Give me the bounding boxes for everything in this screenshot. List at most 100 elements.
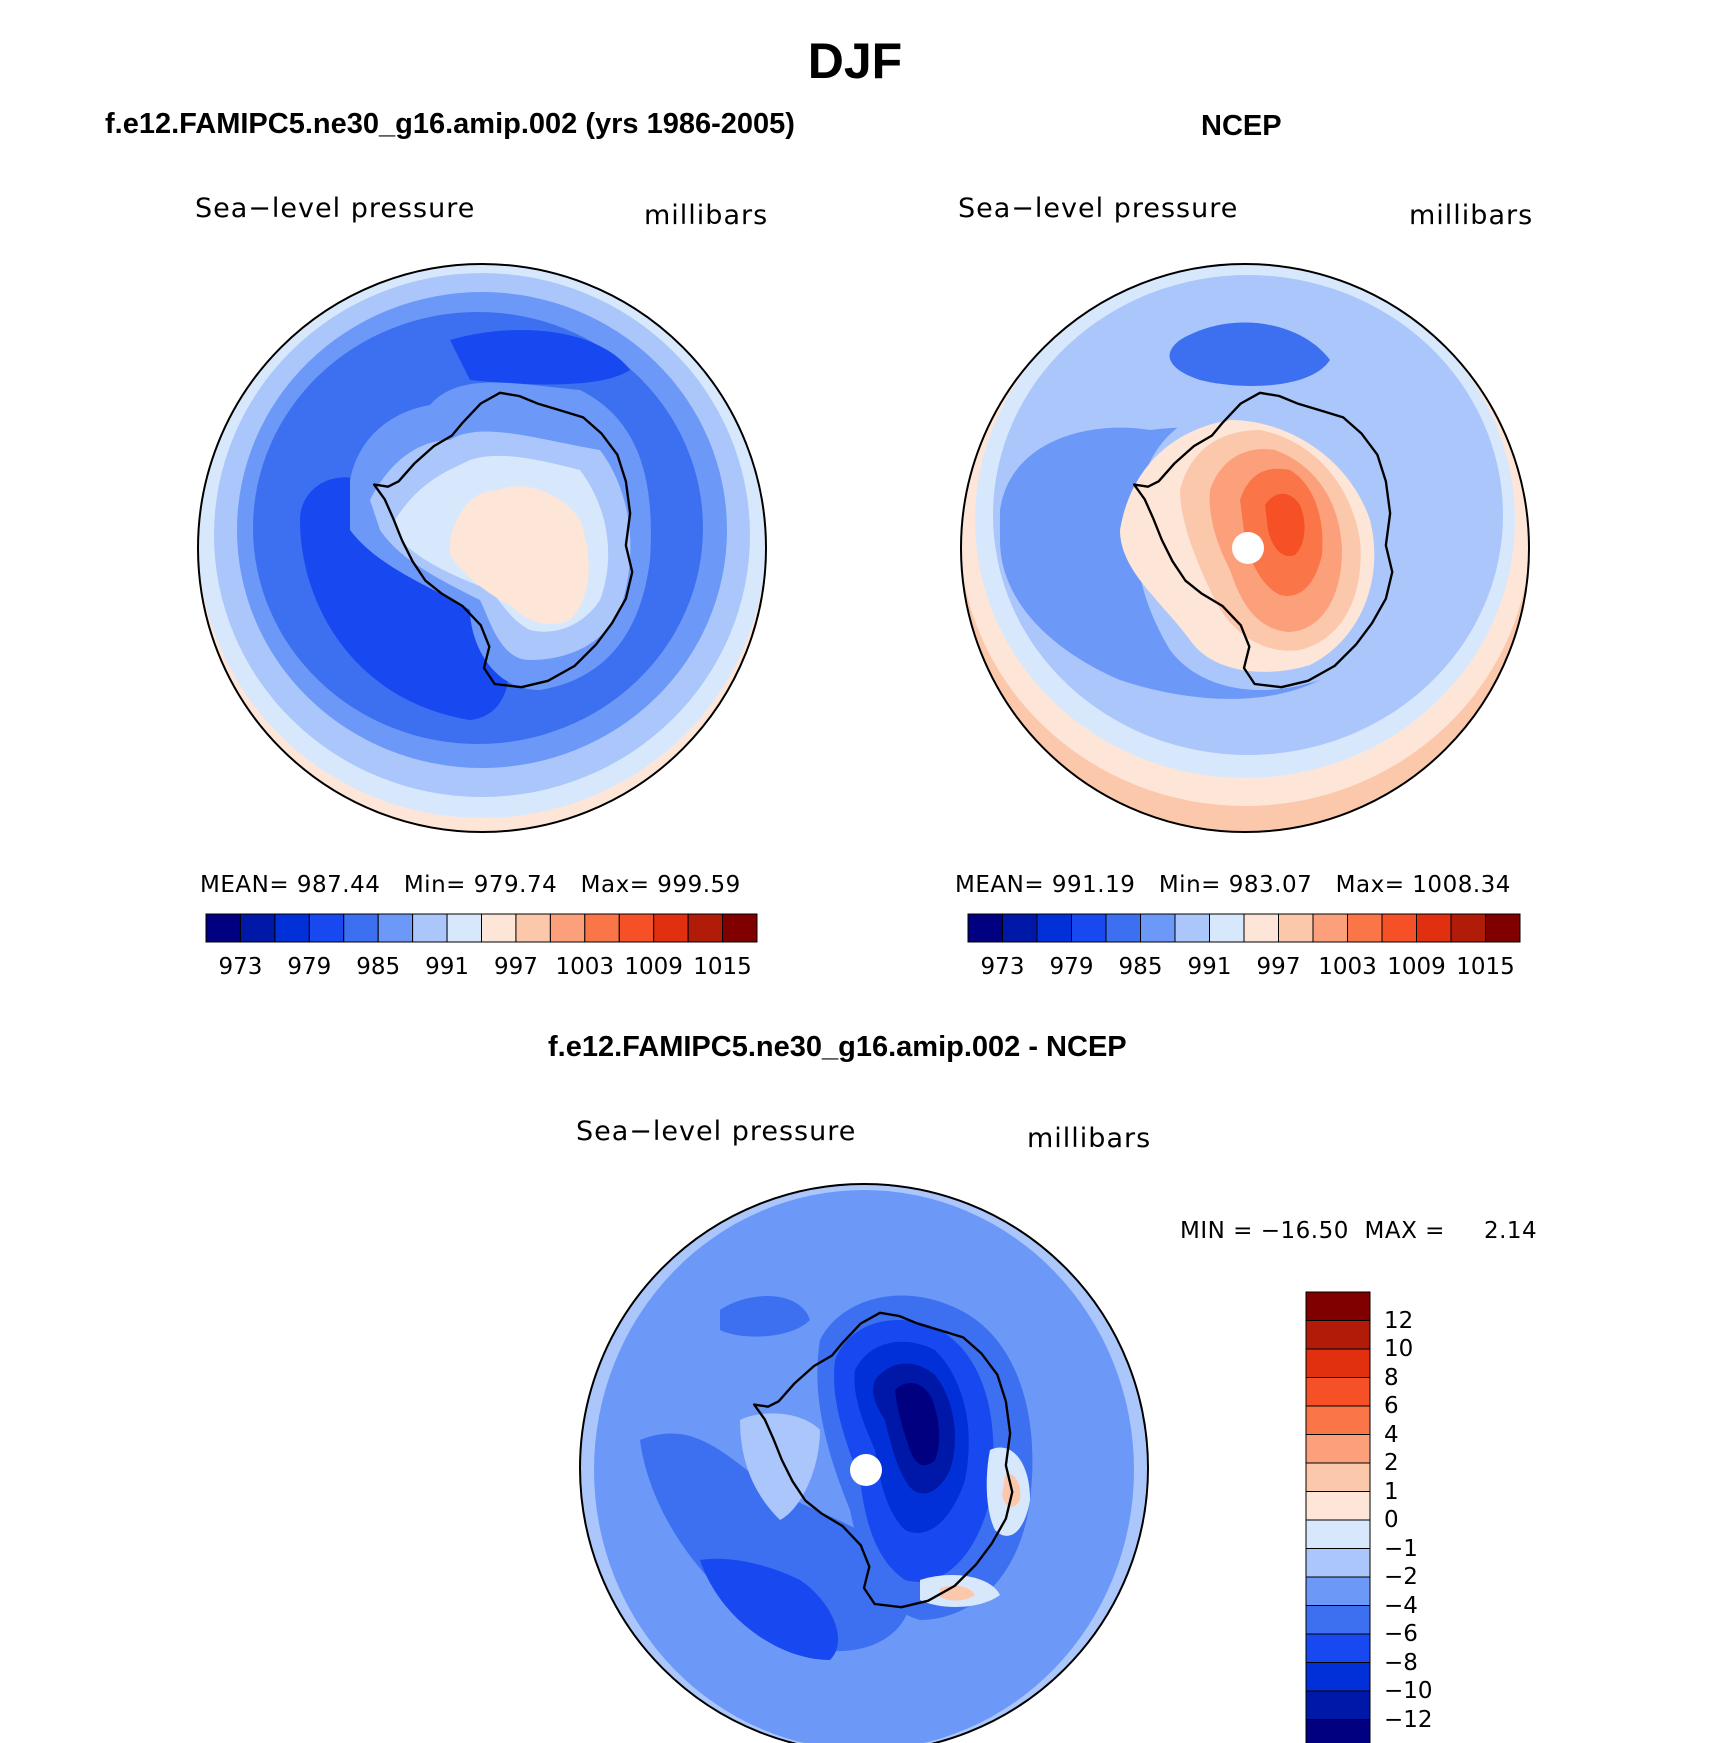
colorbar-cell [377, 913, 414, 943]
colorbar-cell [1305, 1719, 1371, 1743]
colorbar-tick-label: 1003 [1318, 954, 1377, 980]
colorbar-obs [967, 913, 1521, 943]
colorbar-cell [1174, 913, 1210, 943]
colorbar-tick-label: 991 [425, 954, 470, 980]
map-obs-border [960, 263, 1530, 833]
colorbar-tick-label: 0 [1384, 1507, 1399, 1533]
max-value: 999.59 [657, 872, 741, 898]
min-value: −16.50 [1260, 1218, 1349, 1244]
colorbar-tick-label: −1 [1384, 1535, 1418, 1562]
colorbar-cell [1305, 1491, 1371, 1521]
panel-model-units: millibars [644, 200, 769, 231]
colorbar-tick-label: 6 [1384, 1393, 1399, 1419]
colorbar-cell [1305, 1291, 1371, 1321]
colorbar-tick-label: 4 [1384, 1421, 1399, 1448]
colorbar-cell [1347, 913, 1383, 943]
colorbar-tick-label: 10 [1384, 1336, 1414, 1362]
colorbar-cell [1209, 913, 1245, 943]
colorbar-cell [239, 913, 276, 943]
panel-diff-stats: MIN = −16.50 MAX = 2.14 [1180, 1218, 1537, 1244]
colorbar-cell [1071, 913, 1107, 943]
colorbar-cell [1243, 913, 1279, 943]
mean-label: MEAN= [200, 872, 290, 898]
colorbar-tick-label: 991 [1187, 954, 1232, 980]
colorbar-cell [1305, 1633, 1371, 1663]
colorbar-cell [412, 913, 448, 943]
colorbar-tick-label: −4 [1384, 1592, 1418, 1619]
colorbar-cell [1450, 913, 1486, 943]
panel-obs-header: NCEP [1201, 110, 1282, 142]
colorbar-tick-label: 2 [1384, 1450, 1399, 1476]
colorbar-cell [1305, 1348, 1371, 1378]
panel-diff-units: millibars [1027, 1123, 1152, 1154]
max-value: 1008.34 [1412, 872, 1511, 898]
map-model-border [197, 263, 767, 833]
colorbar-cell [1305, 1434, 1371, 1464]
colorbar-tick-label: 1009 [624, 954, 683, 980]
panel-obs-variable: Sea−level pressure [958, 193, 1239, 224]
colorbar-cell [1002, 913, 1038, 943]
colorbar-cell [274, 913, 310, 943]
max-label: Max= [1335, 872, 1405, 898]
colorbar-tick-label: 1003 [555, 954, 615, 980]
colorbar-cell [1278, 913, 1314, 943]
colorbar-cell [722, 913, 758, 943]
colorbar-tick-label: −12 [1384, 1706, 1433, 1733]
colorbar-diff [1305, 1291, 1371, 1743]
panel-model-header: f.e12.FAMIPC5.ne30_g16.amip.002 (yrs 198… [105, 108, 795, 140]
colorbar-cell [1305, 1605, 1371, 1635]
colorbar-tick-label: 985 [356, 954, 401, 980]
mean-value: 991.19 [1051, 872, 1136, 898]
panel-obs-stats: MEAN= 991.19 Min= 983.07 Max= 1008.34 [955, 872, 1511, 898]
colorbar-tick-label: −6 [1384, 1621, 1418, 1647]
panel-obs-units: millibars [1409, 200, 1534, 231]
min-label: Min= [1158, 872, 1221, 898]
map-diff [580, 1184, 1148, 1743]
min-label: Min= [403, 872, 466, 898]
colorbar-cell [1416, 913, 1452, 943]
min-label: MIN = [1180, 1218, 1253, 1244]
map-diff-border [579, 1183, 1149, 1743]
colorbar-cell [1105, 913, 1141, 943]
colorbar-cell [1305, 1662, 1371, 1692]
max-value: 2.14 [1483, 1218, 1538, 1244]
colorbar-cell [1305, 1548, 1371, 1578]
colorbar-cell [1305, 1519, 1371, 1549]
colorbar-cell [1305, 1576, 1371, 1606]
colorbar-cell [1305, 1690, 1371, 1720]
colorbar-tick-label: 8 [1384, 1364, 1399, 1391]
colorbar-tick-label: 973 [218, 954, 263, 980]
colorbar-tick-label: −2 [1384, 1564, 1418, 1590]
colorbar-tick-label: 979 [1049, 954, 1094, 980]
colorbar-tick-label: 973 [980, 954, 1025, 980]
mean-value: 987.44 [296, 872, 381, 898]
colorbar-cell [1312, 913, 1348, 943]
max-label: Max= [580, 872, 650, 898]
colorbar-tick-label: 979 [287, 954, 332, 980]
map-model [198, 264, 766, 832]
colorbar-cell [967, 913, 1003, 943]
colorbar-model [205, 913, 758, 943]
panel-diff-header: f.e12.FAMIPC5.ne30_g16.amip.002 - NCEP [548, 1031, 1127, 1063]
panel-model-variable: Sea−level pressure [195, 193, 476, 224]
main-title: DJF [807, 33, 903, 89]
colorbar-tick-label: −10 [1384, 1678, 1433, 1704]
colorbar-cell [549, 913, 586, 943]
colorbar-tick-label: 985 [1118, 954, 1163, 980]
colorbar-cell [653, 913, 689, 943]
colorbar-cell [1485, 913, 1521, 943]
colorbar-tick-label: −8 [1384, 1649, 1418, 1676]
colorbar-tick-label: 997 [1256, 954, 1301, 980]
colorbar-cell [687, 913, 724, 943]
min-value: 979.74 [473, 872, 558, 898]
colorbar-cell [1305, 1377, 1371, 1407]
colorbar-tick-label: 1009 [1387, 954, 1446, 980]
colorbar-tick-label: 997 [493, 954, 538, 980]
colorbar-cell [343, 913, 379, 943]
colorbar-cell [1140, 913, 1176, 943]
max-label: MAX = [1364, 1218, 1445, 1244]
map-obs [961, 264, 1529, 832]
panel-diff-variable: Sea−level pressure [576, 1116, 857, 1147]
colorbar-cell [1305, 1405, 1371, 1435]
